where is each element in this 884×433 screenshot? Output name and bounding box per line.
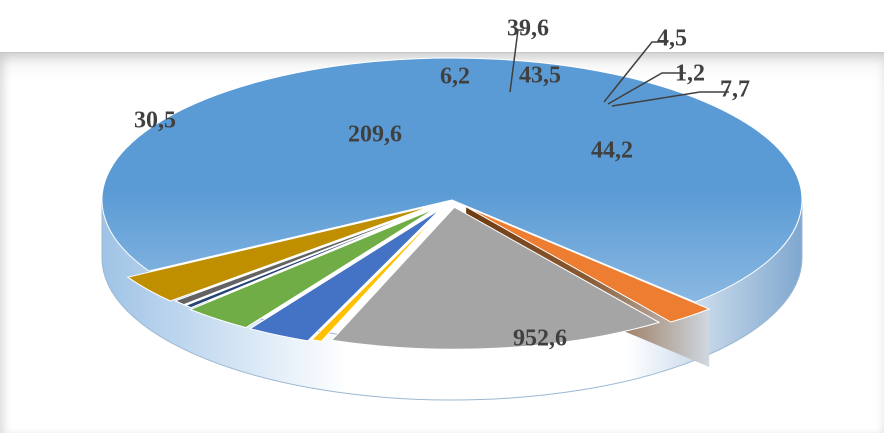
- data-label-43-5: 43,5: [519, 63, 561, 89]
- leader-line-1-2: [607, 72, 686, 105]
- pie-slice-209-6: [330, 206, 661, 350]
- leader-line-39-6: [509, 29, 524, 93]
- pie-slice-6-2: [310, 207, 445, 342]
- data-label-952-6: 952,6: [513, 326, 567, 352]
- pie-slice-30-5: [465, 206, 711, 323]
- pie-slice-7-7: [173, 205, 437, 306]
- data-label-30-5: 30,5: [134, 108, 176, 134]
- pie-slice-43-5: [189, 207, 437, 329]
- data-label-209-6: 209,6: [348, 122, 402, 148]
- pie-slice-952-6: [101, 57, 803, 303]
- data-label-6-2: 6,2: [440, 64, 470, 90]
- pie-slice-39-6: [248, 208, 441, 342]
- data-label-7-7: 7,7: [720, 77, 750, 103]
- data-label-1-2: 1,2: [675, 61, 705, 87]
- data-label-39-6: 39,6: [507, 16, 549, 42]
- pie-slice-44-2: [126, 205, 432, 302]
- data-label-44-2: 44,2: [591, 138, 633, 164]
- leader-line-4-5: [603, 41, 668, 103]
- data-label-4-5: 4,5: [657, 26, 687, 52]
- leader-line-7-7: [611, 91, 729, 107]
